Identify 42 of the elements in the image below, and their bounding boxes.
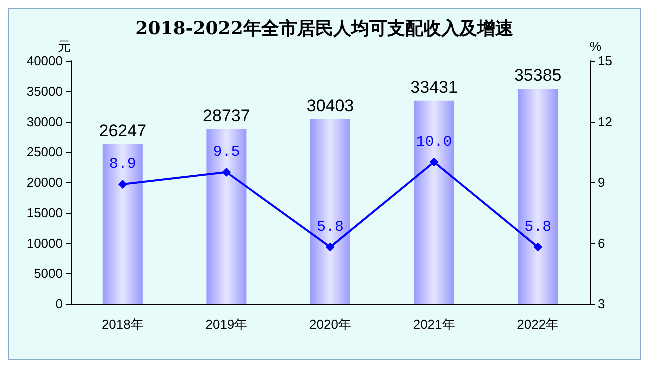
point bbox=[534, 242, 543, 252]
data-label: 10.0 bbox=[416, 134, 452, 151]
point bbox=[118, 180, 128, 190]
point bbox=[430, 158, 439, 167]
data-label: 8.9 bbox=[109, 156, 136, 174]
y2-tick-label: 6 bbox=[598, 236, 606, 251]
bar bbox=[102, 144, 143, 304]
x-tick-label: 2022年 bbox=[517, 317, 560, 332]
data-label: 5.8 bbox=[524, 218, 552, 236]
data-label: 30403 bbox=[306, 96, 354, 116]
bar bbox=[310, 119, 350, 304]
x-tick-label: 2018年 bbox=[102, 317, 144, 332]
data-label: 28737 bbox=[203, 106, 250, 126]
y-tick-label: 25000 bbox=[26, 144, 63, 160]
x-tick-label: 2019年 bbox=[206, 317, 248, 332]
y-tick-label: 10000 bbox=[26, 236, 63, 251]
bar bbox=[206, 129, 247, 304]
bar bbox=[414, 100, 454, 304]
data-label: 26247 bbox=[99, 122, 147, 141]
data-label: 5.8 bbox=[316, 218, 344, 236]
data-label: 35385 bbox=[514, 66, 562, 86]
y2-tick-label: 9 bbox=[598, 175, 606, 190]
x-tick-label: 2020年 bbox=[310, 317, 352, 332]
y2-tick-label: 15 bbox=[598, 54, 612, 68]
point bbox=[326, 242, 335, 252]
y2-tick-label: 3 bbox=[598, 296, 606, 312]
y2-tick-label: 12 bbox=[598, 114, 612, 130]
y-tick-label: 5000 bbox=[34, 266, 63, 282]
chart-title: 2018-2022年全市居民人均可支配收入及增速 bbox=[136, 18, 514, 40]
y-tick-label: 35000 bbox=[26, 84, 63, 99]
bar bbox=[518, 89, 558, 304]
x-tick-label: 2021年 bbox=[413, 317, 456, 332]
data-label: 9.5 bbox=[213, 144, 240, 161]
y-tick-label: 40000 bbox=[26, 54, 63, 68]
y-tick-label: 20000 bbox=[26, 175, 63, 190]
y-tick-label: 0 bbox=[56, 296, 63, 312]
y2-axis-title: % bbox=[590, 39, 602, 54]
y-tick-label: 15000 bbox=[26, 205, 63, 220]
y-axis-title: 元 bbox=[58, 39, 71, 54]
point bbox=[222, 168, 232, 177]
y-tick-label: 30000 bbox=[26, 114, 63, 130]
data-label: 33431 bbox=[410, 78, 458, 97]
